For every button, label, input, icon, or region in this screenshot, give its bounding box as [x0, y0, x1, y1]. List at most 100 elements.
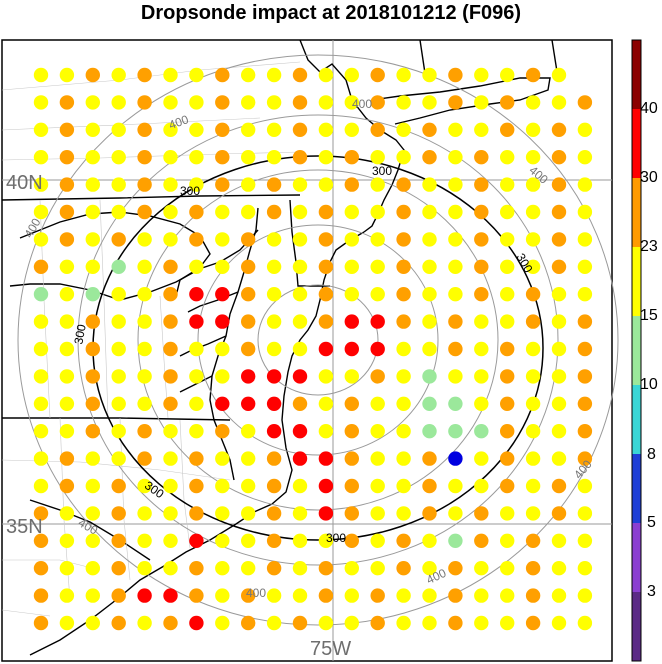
- impact-dot: [85, 341, 101, 357]
- impact-dot: [266, 451, 282, 466]
- impact-dot: [163, 67, 178, 83]
- impact-dot: [577, 478, 593, 494]
- impact-dot: [241, 287, 256, 302]
- impact-dot: [266, 232, 282, 247]
- impact-dot: [448, 232, 463, 247]
- impact-dot: [111, 506, 126, 521]
- impact-dot: [551, 150, 567, 165]
- impact-dot: [422, 314, 437, 329]
- impact-dot: [344, 95, 359, 110]
- impact-dots: [33, 67, 593, 631]
- impact-dot: [111, 396, 126, 411]
- impact-dot: [189, 369, 204, 384]
- impact-dot: [551, 396, 567, 411]
- impact-dot: [189, 424, 204, 439]
- impact-dot: [137, 232, 152, 247]
- impact-dot: [266, 341, 282, 357]
- impact-dot: [500, 506, 515, 521]
- impact-dot: [33, 561, 49, 576]
- impact-dot: [189, 396, 204, 411]
- impact-dot: [448, 341, 463, 357]
- impact-dot: [422, 67, 437, 83]
- impact-dot: [189, 478, 204, 494]
- impact-dot: [241, 533, 256, 548]
- impact-dot: [59, 259, 75, 274]
- impact-dot: [137, 67, 152, 83]
- impact-dot: [551, 122, 567, 137]
- impact-dot: [448, 314, 463, 329]
- impact-dot: [318, 451, 334, 466]
- impact-dot: [241, 204, 256, 220]
- impact-dot: [344, 588, 359, 603]
- impact-dot: [396, 533, 411, 548]
- impact-dot: [474, 67, 489, 83]
- impact-dot: [448, 177, 463, 192]
- impact-dot: [85, 561, 101, 576]
- impact-dot: [111, 287, 126, 302]
- impact-dot: [525, 287, 541, 302]
- impact-dot: [525, 150, 541, 165]
- impact-dot: [474, 451, 489, 466]
- impact-dot: [241, 232, 256, 247]
- impact-dot: [85, 314, 101, 329]
- impact-dot: [189, 287, 204, 302]
- impact-dot: [318, 287, 334, 302]
- impact-dot: [266, 561, 282, 576]
- impact-dot: [551, 533, 567, 548]
- impact-dot: [85, 177, 101, 192]
- impact-dot: [422, 150, 437, 165]
- impact-dot: [59, 533, 75, 548]
- impact-dot: [422, 478, 437, 494]
- impact-dot: [163, 122, 178, 137]
- impact-dot: [163, 424, 178, 439]
- impact-dot: [266, 396, 282, 411]
- impact-dot: [448, 561, 463, 576]
- impact-dot: [318, 232, 334, 247]
- impact-dot: [500, 588, 515, 603]
- impact-dot: [525, 314, 541, 329]
- impact-dot: [215, 451, 230, 466]
- impact-dot: [241, 259, 256, 274]
- impact-dot: [33, 287, 49, 302]
- impact-dot: [318, 67, 334, 83]
- impact-dot: [292, 615, 308, 631]
- impact-dot: [474, 287, 489, 302]
- impact-dot: [344, 424, 359, 439]
- impact-dot: [85, 67, 101, 83]
- impact-dot: [266, 615, 282, 631]
- colorbar-label: 40: [640, 100, 658, 117]
- impact-dot: [318, 341, 334, 357]
- impact-dot: [551, 67, 567, 83]
- impact-dot: [215, 478, 230, 494]
- impact-dot: [137, 588, 152, 603]
- impact-dot: [474, 615, 489, 631]
- impact-dot: [163, 369, 178, 384]
- impact-dot: [85, 424, 101, 439]
- impact-dot: [525, 369, 541, 384]
- impact-dot: [59, 177, 75, 192]
- impact-dot: [292, 67, 308, 83]
- impact-dot: [344, 561, 359, 576]
- colorbar-segment: [632, 385, 641, 454]
- impact-dot: [137, 150, 152, 165]
- impact-dot: [137, 451, 152, 466]
- impact-dot: [525, 122, 541, 137]
- impact-dot: [241, 424, 256, 439]
- impact-dot: [396, 150, 411, 165]
- impact-dot: [370, 314, 385, 329]
- impact-dot: [525, 588, 541, 603]
- impact-dot: [266, 314, 282, 329]
- impact-dot: [500, 232, 515, 247]
- impact-dot: [111, 314, 126, 329]
- impact-dot: [215, 122, 230, 137]
- impact-dot: [448, 204, 463, 220]
- impact-dot: [85, 588, 101, 603]
- impact-dot: [163, 588, 178, 603]
- impact-dot: [292, 396, 308, 411]
- impact-dot: [111, 615, 126, 631]
- impact-dot: [577, 451, 593, 466]
- impact-dot: [318, 314, 334, 329]
- impact-dot: [370, 588, 385, 603]
- impact-dot: [59, 451, 75, 466]
